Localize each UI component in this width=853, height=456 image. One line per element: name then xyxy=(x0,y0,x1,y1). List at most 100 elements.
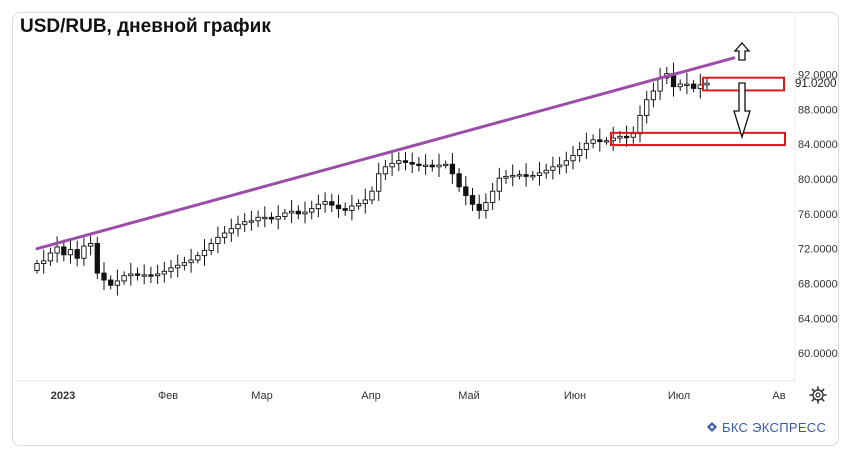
candle-body xyxy=(630,133,636,138)
candle xyxy=(650,82,657,108)
candle-body xyxy=(416,163,422,167)
candle-body xyxy=(402,160,409,163)
candle xyxy=(215,226,221,254)
candle xyxy=(262,206,268,228)
candle-body xyxy=(108,279,114,286)
candle-body xyxy=(128,273,134,277)
candle xyxy=(114,269,121,296)
candle-body xyxy=(389,162,395,168)
candle xyxy=(483,193,489,219)
candle xyxy=(684,72,690,95)
y-tick-label: 92.0000 xyxy=(798,69,838,81)
candle xyxy=(416,157,422,172)
candle xyxy=(41,249,47,274)
candle xyxy=(496,167,502,201)
candle xyxy=(221,225,228,244)
candle xyxy=(443,160,449,169)
candle-body xyxy=(188,259,194,264)
candle-body xyxy=(422,164,429,167)
candle xyxy=(128,262,134,286)
candle-body xyxy=(335,204,342,210)
candle xyxy=(188,248,194,273)
candle xyxy=(248,210,255,231)
candle xyxy=(134,267,141,281)
candle-body xyxy=(443,163,449,167)
candle xyxy=(342,202,348,216)
candle xyxy=(154,264,161,284)
candle-body xyxy=(175,264,181,269)
candle xyxy=(677,79,683,91)
candle-body xyxy=(228,228,234,234)
candle xyxy=(121,271,127,285)
candle xyxy=(34,260,40,274)
candle-body xyxy=(556,164,563,168)
candle-body xyxy=(623,135,630,139)
candle xyxy=(570,145,576,170)
candle xyxy=(315,194,322,218)
candle-body xyxy=(67,249,74,256)
candle-body xyxy=(242,221,248,225)
candle-body xyxy=(603,140,610,143)
candle xyxy=(81,237,87,266)
candle xyxy=(396,152,402,171)
candle-body xyxy=(597,139,603,143)
candle-body xyxy=(87,243,94,247)
candle xyxy=(583,132,590,160)
candle-body xyxy=(282,212,288,217)
candle-body xyxy=(121,275,127,282)
candle-body xyxy=(288,210,295,214)
candle xyxy=(422,154,429,175)
candle xyxy=(637,105,643,143)
y-tick-label: 68.0000 xyxy=(798,279,838,291)
candle xyxy=(228,218,234,242)
candle-body xyxy=(510,175,516,178)
candle-body xyxy=(114,280,121,286)
candle-body xyxy=(302,211,308,215)
candle-body xyxy=(516,174,523,177)
candle xyxy=(556,156,563,175)
y-tick-label: 76.0000 xyxy=(798,209,838,221)
candle-body xyxy=(436,164,442,168)
candle xyxy=(630,126,636,144)
candle-body xyxy=(570,155,576,162)
candle xyxy=(597,128,603,152)
candle xyxy=(282,208,288,221)
y-tick-label: 80.0000 xyxy=(798,174,838,186)
candle xyxy=(148,266,154,283)
candle-body xyxy=(530,175,536,178)
candle xyxy=(295,205,301,220)
candle xyxy=(201,239,208,266)
candle-body xyxy=(61,246,67,256)
candle xyxy=(644,90,650,124)
candle-body xyxy=(617,135,623,139)
candle-body xyxy=(181,262,188,266)
candle xyxy=(603,137,610,145)
candle-body xyxy=(382,166,389,175)
y-tick-label: 88.0000 xyxy=(798,104,838,116)
candle-body xyxy=(295,210,301,215)
candle-body xyxy=(342,208,348,211)
candle-body xyxy=(74,249,80,259)
candle-body xyxy=(483,202,489,211)
candle-body xyxy=(134,273,141,276)
y-axis-ticks: 92.0000 88.0000 84.0000 80.0000 76.0000 72.00… xyxy=(795,69,838,360)
x-tick-label: Ав xyxy=(772,390,785,402)
candle xyxy=(335,194,342,219)
candle xyxy=(402,151,409,171)
candle-body xyxy=(221,232,228,238)
up-arrow-shape xyxy=(733,42,751,61)
y-tick-label: 72.0000 xyxy=(798,244,838,256)
candle-body xyxy=(690,83,697,89)
candle xyxy=(369,186,375,205)
candle-body xyxy=(463,186,469,197)
x-tick-label: Июл xyxy=(668,390,690,402)
candle-body xyxy=(81,245,87,259)
candle xyxy=(268,212,275,224)
candle xyxy=(449,152,456,184)
candle-body xyxy=(543,169,549,174)
candle xyxy=(322,192,328,213)
candle-body xyxy=(449,163,456,175)
settings-gear-icon[interactable] xyxy=(809,386,827,404)
trendline xyxy=(35,56,736,251)
